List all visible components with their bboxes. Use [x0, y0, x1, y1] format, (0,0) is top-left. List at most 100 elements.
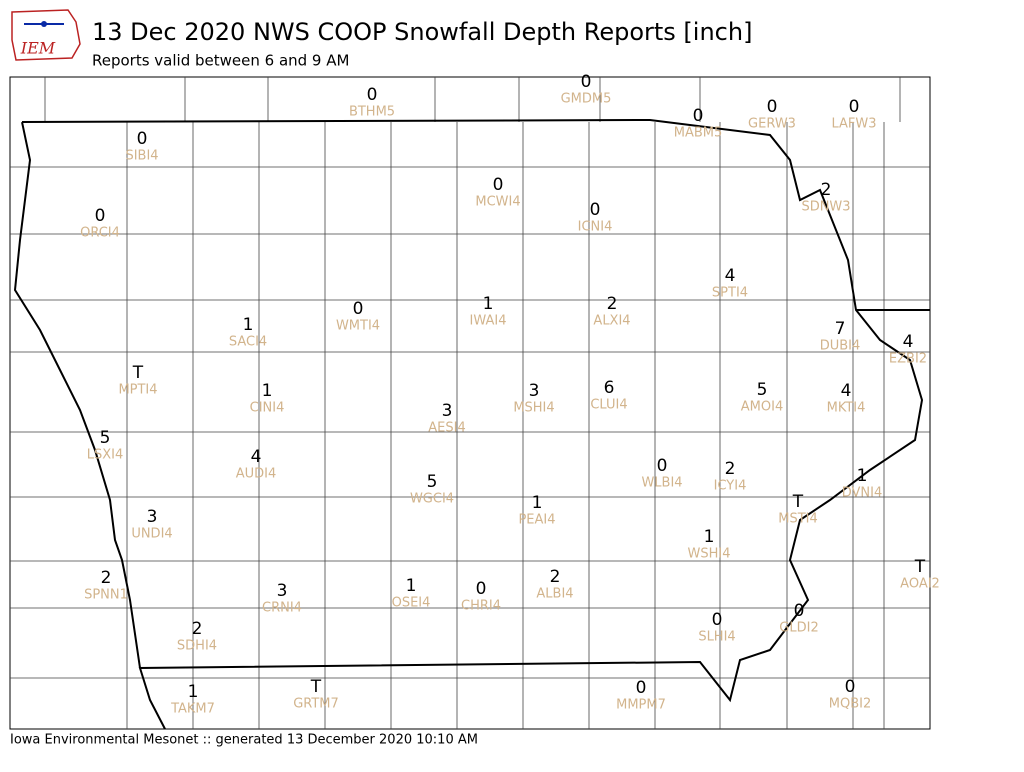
station-id: MPTI4 [118, 383, 157, 398]
snow-value: 2 [821, 180, 832, 200]
snow-value: 2 [101, 568, 112, 588]
snow-value: 1 [532, 493, 543, 513]
snow-value: 0 [137, 129, 148, 149]
station-id: MSHI4 [513, 401, 554, 416]
station-id: SPTI4 [712, 286, 748, 301]
snow-value: 1 [262, 381, 273, 401]
snow-value: 0 [353, 299, 364, 319]
snow-value: 2 [607, 294, 618, 314]
station-id: IWAI4 [470, 314, 507, 329]
station-id: ORCI4 [80, 226, 120, 241]
station-id: MMPM7 [616, 698, 666, 713]
snow-value: 2 [550, 567, 561, 587]
station-id: WLBI4 [641, 476, 682, 491]
station-id: SDNW3 [801, 200, 850, 215]
station-id: BTHM5 [349, 105, 395, 120]
station-id: ICNI4 [578, 220, 613, 235]
station-id: LSXI4 [87, 448, 124, 463]
snow-value: T [132, 363, 144, 383]
station-id: WGCI4 [410, 492, 454, 507]
snow-value: T [792, 492, 804, 512]
station-id: AUDI4 [236, 467, 277, 482]
subtitle: Reports valid between 6 and 9 AM [92, 52, 349, 70]
snow-value: 1 [188, 682, 199, 702]
snow-value: 0 [794, 601, 805, 621]
station-id: MQBI2 [829, 697, 871, 712]
snow-value: 3 [529, 381, 540, 401]
snow-value: 3 [277, 581, 288, 601]
station-id: GLDI2 [779, 621, 818, 636]
snow-value: 4 [841, 381, 852, 401]
snow-value: 0 [95, 206, 106, 226]
snow-value: 0 [493, 175, 504, 195]
station-id: ICYI4 [714, 479, 747, 494]
snow-value: T [914, 557, 926, 577]
logo-outline [11, 9, 81, 61]
snow-value: 4 [903, 332, 914, 352]
station-id: ALXI4 [593, 314, 630, 329]
station-id: UNDI4 [131, 527, 172, 542]
snow-value: 0 [367, 85, 378, 105]
map [9, 76, 931, 730]
station-id: ALBI4 [536, 587, 573, 602]
station-id: SPNN1 [84, 588, 128, 603]
station-id: GRTM7 [293, 697, 339, 712]
snow-value: 1 [243, 315, 254, 335]
snow-value: 1 [704, 527, 715, 547]
station-id: MSTI4 [778, 512, 818, 527]
station-id: CLUI4 [590, 398, 627, 413]
station-id: DUBI4 [820, 339, 861, 354]
logo: IEM [11, 9, 81, 61]
station-id: EZBI2 [889, 352, 927, 367]
station-id: PEAI4 [518, 513, 555, 528]
snow-value: 5 [100, 428, 111, 448]
snow-value: 0 [581, 72, 592, 92]
station-id: CHRI4 [461, 599, 501, 614]
snow-value: 2 [192, 619, 203, 639]
station-id: MABM5 [674, 126, 723, 141]
snow-value: 5 [757, 380, 768, 400]
snow-value: 1 [857, 466, 868, 486]
logo-text: IEM [20, 39, 56, 58]
station-id: AESI4 [428, 421, 465, 436]
station-id: MKTI4 [827, 401, 866, 416]
station-id: WSHI4 [688, 547, 731, 562]
map-frame [9, 76, 931, 730]
snow-value: 0 [712, 610, 723, 630]
snow-value: 1 [483, 294, 494, 314]
station-id: CINI4 [250, 401, 285, 416]
snow-value: T [310, 677, 322, 697]
county-lines [10, 77, 930, 729]
snow-value: 0 [849, 97, 860, 117]
title: 13 Dec 2020 NWS COOP Snowfall Depth Repo… [92, 18, 752, 46]
station-id: DVNI4 [842, 486, 883, 501]
snow-value: 4 [251, 447, 262, 467]
snow-value: 0 [657, 456, 668, 476]
station-id: MCWI4 [475, 195, 520, 210]
station-id: OSEI4 [392, 596, 431, 611]
snow-value: 3 [147, 507, 158, 527]
station-id: SACI4 [229, 335, 267, 350]
snow-value: 0 [693, 106, 704, 126]
snow-value: 3 [442, 401, 453, 421]
snow-value: 4 [725, 266, 736, 286]
stations: 0BTHM50GMDM50MABM50GERW30LAFW30SIBI40MCW… [80, 72, 940, 717]
station-id: SLHI4 [698, 630, 735, 645]
snow-value: 7 [835, 319, 846, 339]
snow-value: 2 [725, 459, 736, 479]
snow-value: 0 [845, 677, 856, 697]
station-id: WMTI4 [336, 319, 380, 334]
station-id: AOAI2 [900, 577, 940, 592]
snow-value: 0 [767, 97, 778, 117]
footer: Iowa Environmental Mesonet :: generated … [10, 733, 478, 748]
station-id: AMOI4 [741, 400, 783, 415]
station-id: TAKM7 [170, 702, 215, 717]
station-id: CRNI4 [262, 601, 302, 616]
station-id: GMDM5 [561, 92, 612, 107]
snow-value: 0 [590, 200, 601, 220]
station-id: SDHI4 [177, 639, 217, 654]
snow-value: 0 [636, 678, 647, 698]
station-id: GERW3 [748, 117, 796, 132]
station-id: LAFW3 [831, 117, 876, 132]
